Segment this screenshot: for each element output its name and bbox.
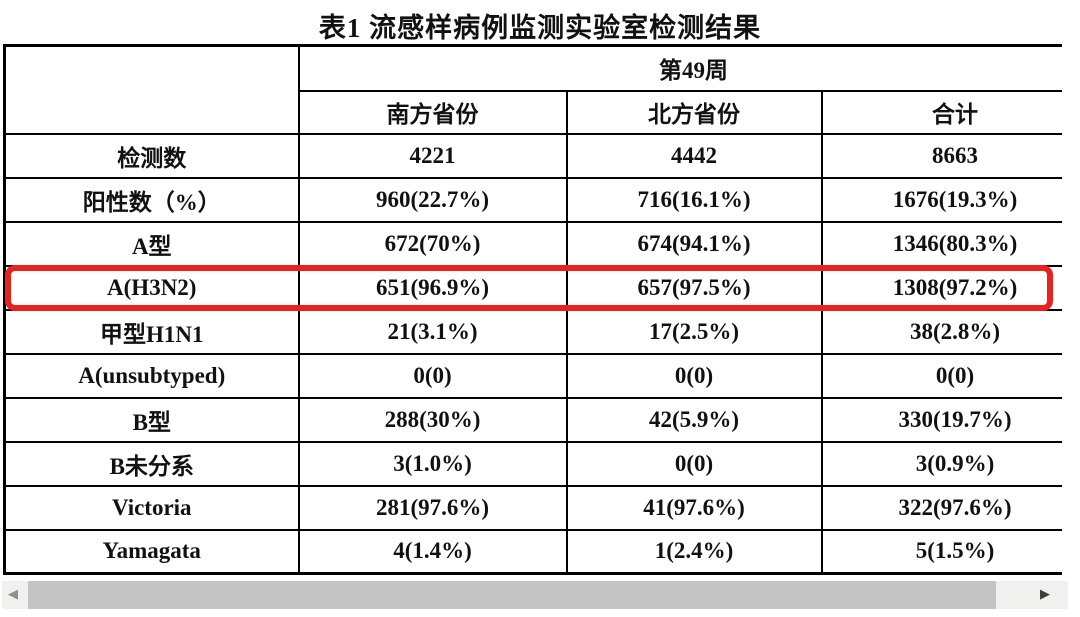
table-row-h3n2: A(H3N2) 651(96.9%) 657(97.5%) 1308(97.2%… bbox=[3, 264, 1062, 311]
cell-south: 4221 bbox=[297, 132, 568, 179]
cell-total: 0(0) bbox=[820, 352, 1062, 399]
cell-total: 1676(19.3%) bbox=[820, 176, 1062, 223]
table-row-type-a: A型 672(70%) 674(94.1%) 1346(80.3%) bbox=[3, 220, 1062, 267]
table-row-victoria: Victoria 281(97.6%) 41(97.6%) 322(97.6%) bbox=[3, 484, 1062, 531]
col-header-south: 南方省份 bbox=[297, 89, 568, 135]
cell-total: 8663 bbox=[820, 132, 1062, 179]
cell-total: 3(0.9%) bbox=[820, 440, 1062, 487]
scrollbar-thumb[interactable] bbox=[28, 581, 996, 609]
empty-corner-cell bbox=[3, 44, 300, 135]
cell-south: 651(96.9%) bbox=[297, 264, 568, 311]
cell-north: 657(97.5%) bbox=[565, 264, 823, 311]
cell-total: 1346(80.3%) bbox=[820, 220, 1062, 267]
table-container: 第49周 南方省份 北方省份 合计 检测数 4221 4442 8663 阳性数… bbox=[3, 44, 1062, 578]
table-row-type-b: B型 288(30%) 42(5.9%) 330(19.7%) bbox=[3, 396, 1062, 443]
cell-south: 672(70%) bbox=[297, 220, 568, 267]
row-label: A型 bbox=[3, 220, 300, 267]
scroll-right-icon[interactable]: ▶ bbox=[1040, 587, 1050, 602]
week-header-row: 第49周 bbox=[3, 44, 1062, 135]
cell-north: 4442 bbox=[565, 132, 823, 179]
cell-north: 716(16.1%) bbox=[565, 176, 823, 223]
row-label: Victoria bbox=[3, 484, 300, 531]
row-label: A(H3N2) bbox=[3, 264, 300, 311]
flu-surveillance-table: 第49周 南方省份 北方省份 合计 检测数 4221 4442 8663 阳性数… bbox=[3, 44, 1062, 575]
table-row-positive: 阳性数（%） 960(22.7%) 716(16.1%) 1676(19.3%) bbox=[3, 176, 1062, 223]
cell-south: 3(1.0%) bbox=[297, 440, 568, 487]
table-row-a-unsubtyped: A(unsubtyped) 0(0) 0(0) 0(0) bbox=[3, 352, 1062, 399]
col-header-north: 北方省份 bbox=[565, 89, 823, 135]
row-label: 阳性数（%） bbox=[3, 176, 300, 223]
cell-total: 322(97.6%) bbox=[820, 484, 1062, 531]
cell-north: 0(0) bbox=[565, 352, 823, 399]
table-caption: 表1 流感样病例监测实验室检测结果 bbox=[318, 13, 762, 43]
cell-total: 1308(97.2%) bbox=[820, 264, 1062, 311]
col-header-total: 合计 bbox=[820, 89, 1062, 135]
cell-north: 0(0) bbox=[565, 440, 823, 487]
cell-total: 5(1.5%) bbox=[820, 528, 1062, 575]
cell-north: 41(97.6%) bbox=[565, 484, 823, 531]
row-label: B型 bbox=[3, 396, 300, 443]
table-row-b-unsubtyped: B未分系 3(1.0%) 0(0) 3(0.9%) bbox=[3, 440, 1062, 487]
column-header-row: 南方省份 北方省份 合计 bbox=[5, 89, 1062, 135]
row-label: B未分系 bbox=[3, 440, 300, 487]
cell-north: 17(2.5%) bbox=[565, 308, 823, 355]
cell-south: 21(3.1%) bbox=[297, 308, 568, 355]
horizontal-scrollbar[interactable]: ◀ ▶ bbox=[2, 581, 1068, 609]
table-row-h1n1: 甲型H1N1 21(3.1%) 17(2.5%) 38(2.8%) bbox=[3, 308, 1062, 355]
scroll-left-icon[interactable]: ◀ bbox=[8, 587, 18, 602]
cell-total: 38(2.8%) bbox=[820, 308, 1062, 355]
cell-south: 288(30%) bbox=[297, 396, 568, 443]
cell-total: 330(19.7%) bbox=[820, 396, 1062, 443]
cell-south: 960(22.7%) bbox=[297, 176, 568, 223]
cell-south: 0(0) bbox=[297, 352, 568, 399]
row-label: 甲型H1N1 bbox=[3, 308, 300, 355]
cell-south: 4(1.4%) bbox=[297, 528, 568, 575]
row-label: A(unsubtyped) bbox=[3, 352, 300, 399]
row-label: Yamagata bbox=[3, 528, 300, 575]
table-row-tested: 检测数 4221 4442 8663 bbox=[3, 132, 1062, 179]
cell-north: 1(2.4%) bbox=[565, 528, 823, 575]
cell-south: 281(97.6%) bbox=[297, 484, 568, 531]
week-header-cell: 第49周 bbox=[297, 44, 1062, 92]
table-row-yamagata: Yamagata 4(1.4%) 1(2.4%) 5(1.5%) bbox=[3, 528, 1062, 575]
cell-north: 42(5.9%) bbox=[565, 396, 823, 443]
row-label: 检测数 bbox=[3, 132, 300, 179]
cell-north: 674(94.1%) bbox=[565, 220, 823, 267]
